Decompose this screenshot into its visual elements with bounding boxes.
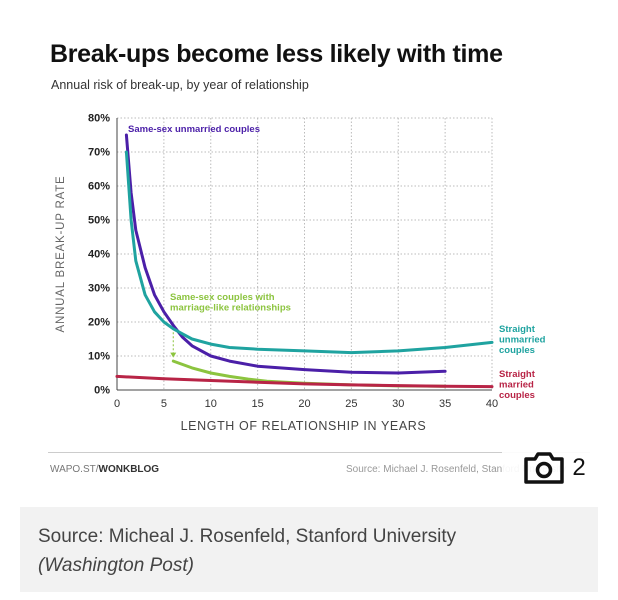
caption-publication: (Washington Post)	[38, 555, 194, 576]
x-tick-label: 5	[161, 398, 167, 410]
chart-figure: Break-ups become less likely with time A…	[20, 22, 606, 500]
y-tick-label: 60%	[88, 181, 110, 193]
image-caption: Source: Micheal J. Rosenfeld, Stanford U…	[20, 507, 598, 592]
series-line	[124, 133, 447, 375]
footer-credit-prefix: WAPO.ST/	[50, 464, 99, 475]
series-label: unmarried	[499, 335, 546, 346]
x-tick-label: 25	[345, 398, 357, 410]
chart-title: Break-ups become less likely with time	[50, 40, 503, 68]
annotation-arrowhead	[170, 352, 177, 358]
camera-icon	[524, 452, 565, 484]
y-tick-label: 40%	[88, 249, 110, 261]
y-tick-label: 50%	[88, 215, 110, 227]
x-tick-label: 40	[486, 398, 498, 410]
x-tick-label: 0	[114, 398, 120, 410]
footer-source: Source: Michael J. Rosenfeld, Stanford U…	[346, 464, 567, 475]
series-label: couples	[499, 390, 535, 401]
y-tick-label: 70%	[88, 147, 110, 159]
series-label: Straight	[499, 324, 536, 335]
series-label: couples	[499, 345, 535, 356]
y-tick-label: 20%	[88, 317, 110, 329]
gallery-count: 2	[572, 454, 586, 481]
x-tick-label: 15	[252, 398, 264, 410]
footer-credit-brand: WONKBLOG	[98, 464, 160, 475]
y-tick-label: 30%	[88, 283, 110, 295]
x-tick-label: 20	[298, 398, 310, 410]
series-label: Same-sex couples with	[170, 292, 275, 303]
y-axis-label: ANNUAL BREAK-UP RATE	[55, 175, 67, 332]
footer-divider	[48, 452, 590, 453]
y-tick-label: 80%	[88, 113, 110, 125]
y-tick-label: 10%	[88, 351, 110, 363]
x-tick-label: 10	[205, 398, 217, 410]
footer-credit: WAPO.ST/WONKBLOG	[50, 464, 159, 475]
caption-source: Source: Micheal J. Rosenfeld, Stanford U…	[38, 526, 457, 547]
x-tick-label: 35	[439, 398, 451, 410]
x-axis-label: LENGTH OF RELATIONSHIP IN YEARS	[181, 419, 427, 433]
series-label: marriage-like relationships	[170, 303, 291, 314]
chart-plot: 0% 10% 20% 30% 40% 50% 60% 70% 80% 0 5 10 15 20 25 30 35…	[55, 113, 546, 434]
series-label: married	[499, 380, 534, 391]
chart-subtitle: Annual risk of break-up, by year of rela…	[51, 78, 309, 92]
series-line	[124, 150, 494, 355]
y-tick-label: 0%	[94, 385, 110, 397]
series-label: Straight	[499, 369, 536, 380]
gallery-button[interactable]: 2	[502, 440, 606, 496]
series-label: Same-sex unmarried couples	[128, 124, 260, 135]
series-line	[115, 374, 494, 389]
x-tick-label: 30	[392, 398, 404, 410]
